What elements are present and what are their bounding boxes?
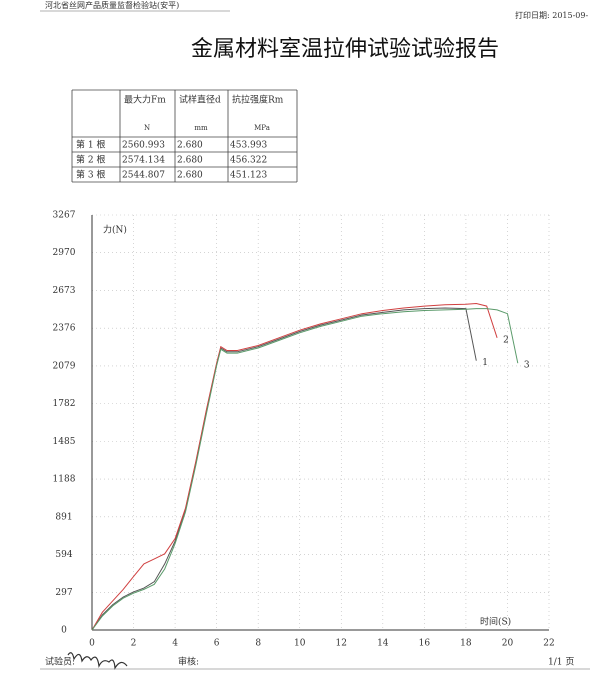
x-tick-label: 8 [255, 639, 261, 649]
cell: 2.680 [177, 141, 203, 151]
reviewer-label: 审核: [178, 656, 199, 668]
cell: 2574.134 [122, 156, 165, 166]
cell: 第 3 根 [76, 169, 105, 181]
curve-label: 3 [524, 361, 530, 371]
force-curve [91, 308, 519, 631]
cell: 2.680 [177, 171, 203, 181]
print-date: 打印日期: 2015-09- [515, 10, 588, 20]
column-unit: N [144, 124, 150, 132]
y-tick-label: 2079 [53, 361, 76, 371]
column-header: 最大力Fm [124, 94, 166, 106]
x-tick-label: 6 [214, 639, 220, 649]
x-tick-label: 16 [419, 639, 431, 649]
x-tick-label: 14 [377, 639, 389, 649]
cell: 2544.807 [122, 171, 165, 181]
tester-label: 试验员: [45, 656, 75, 668]
column-unit: mm [194, 124, 208, 132]
y-tick-label: 2673 [53, 286, 76, 296]
y-tick-label: 2376 [53, 324, 76, 334]
y-tick-label: 2970 [53, 248, 76, 258]
cell: 456.322 [230, 156, 267, 166]
curve-label: 1 [482, 358, 488, 368]
y-tick-label: 1485 [53, 437, 76, 447]
x-tick-label: 2 [131, 639, 137, 649]
x-tick-label: 0 [89, 639, 95, 649]
y-tick-label: 3267 [53, 211, 76, 221]
report-title: 金属材料室温拉伸试验试验报告 [191, 37, 499, 62]
y-tick-label: 891 [55, 512, 72, 522]
x-tick-label: 20 [502, 639, 514, 649]
result-table: 最大力Fm 试样直径d 抗拉强度Rm N mm MPa 第 1 根 2560.9… [71, 89, 298, 183]
force-curve [91, 302, 498, 631]
curve-label: 2 [503, 335, 509, 345]
x-tick-label: 10 [294, 639, 306, 649]
column-header: 试样直径d [179, 94, 221, 106]
y-tick-label: 297 [55, 588, 72, 598]
y-axis-label: 力(N) [103, 224, 127, 236]
cell: 2.680 [177, 156, 203, 166]
x-tick-label: 18 [460, 639, 472, 649]
x-tick-label: 4 [172, 639, 178, 649]
cell: 2560.993 [122, 141, 165, 151]
cell: 453.993 [230, 141, 267, 151]
cell: 451.123 [230, 171, 267, 181]
y-tick-label: 1188 [53, 475, 76, 485]
column-unit: MPa [254, 124, 270, 132]
org-name: 河北省丝网产品质量监督检验站(安平) [45, 0, 179, 10]
x-tick-label: 22 [543, 639, 554, 649]
x-tick-label: 12 [336, 639, 347, 649]
page-number: 1/1 页 [548, 657, 574, 668]
x-axis-label: 时间(S) [480, 616, 511, 628]
force-curve [91, 307, 477, 631]
y-tick-label: 1782 [53, 399, 76, 409]
signature [67, 652, 128, 670]
column-header: 抗拉强度Rm [232, 94, 284, 106]
y-tick-label: 0 [61, 626, 67, 636]
y-tick-label: 594 [55, 550, 72, 560]
cell: 第 2 根 [76, 154, 105, 166]
cell: 第 1 根 [76, 139, 105, 151]
